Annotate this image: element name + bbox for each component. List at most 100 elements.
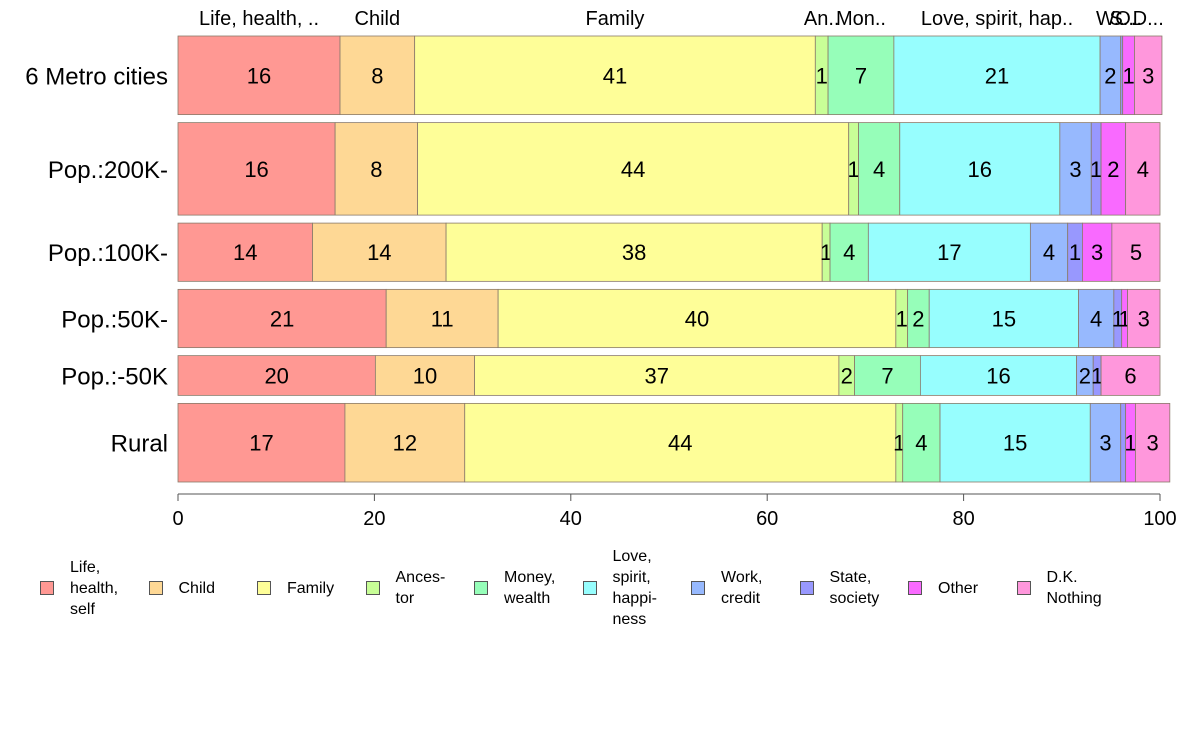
- legend-swatch: [799, 581, 814, 595]
- data-label: 3: [1142, 63, 1154, 88]
- data-label: 44: [668, 431, 692, 456]
- row-label: Rural: [111, 431, 168, 458]
- top-category-label: O..: [1115, 8, 1142, 30]
- bar-segment: [1134, 35, 1163, 116]
- legend-item: Love, spirit, happi- ness: [582, 545, 657, 631]
- data-label: 3: [1069, 157, 1081, 182]
- legend-label: Ances- tor: [395, 569, 446, 607]
- data-label: 4: [1043, 240, 1055, 265]
- bar-segment: [417, 122, 850, 216]
- data-label: 7: [881, 364, 893, 389]
- bar-segment: [177, 288, 387, 349]
- row-label: Pop.:50K-: [61, 306, 168, 333]
- legend-label: Other: [938, 579, 979, 597]
- legend-item: Child: [148, 545, 215, 631]
- data-label: 3: [1099, 431, 1111, 456]
- data-label: 41: [603, 63, 627, 88]
- legend-swatch: [474, 581, 488, 595]
- x-tick-label: 100: [1143, 508, 1176, 530]
- data-label: 38: [622, 240, 646, 265]
- top-category-label: Love, spirit, hap..: [921, 8, 1073, 30]
- data-label: 16: [986, 364, 1010, 389]
- bar-segment: [464, 402, 897, 483]
- data-label: 1: [1112, 306, 1124, 331]
- data-label: 6: [1124, 364, 1136, 389]
- data-label: 10: [413, 364, 437, 389]
- bar-segment: [445, 222, 823, 282]
- legend-item: Money, wealth: [474, 545, 555, 631]
- data-label: 1: [1090, 157, 1102, 182]
- data-label: 16: [968, 157, 992, 182]
- bar-segment: [1082, 222, 1113, 282]
- bar-segment: [854, 355, 921, 396]
- bar-segment: [939, 402, 1091, 483]
- data-label: 40: [685, 306, 709, 331]
- data-label: 3: [1138, 306, 1150, 331]
- legend-item: Family: [257, 545, 334, 631]
- legend-item: D.K. Nothing: [1016, 545, 1102, 631]
- bar-segment: [858, 122, 901, 216]
- bar-segment: [1111, 222, 1161, 282]
- top-category-label: D...: [1133, 8, 1164, 30]
- data-label: 21: [270, 306, 294, 331]
- bar-segment: [474, 355, 840, 396]
- row-label: 6 Metro cities: [25, 63, 168, 90]
- bar-segment: [177, 355, 376, 396]
- data-label: 5: [1130, 240, 1142, 265]
- bar-segment: [344, 402, 466, 483]
- top-category-label: Mon..: [836, 8, 886, 30]
- legend-label: D.K. Nothing: [1046, 569, 1102, 607]
- bar-row: Pop.:50K- 21 11 40 1 2 15 4 11 3: [61, 288, 1161, 349]
- data-label: 2: [1107, 157, 1119, 182]
- mosaic-chart: Life, health, .. Child Family An..Mon.. Love…: [25, 8, 1177, 530]
- legend-label: Money, wealth: [504, 569, 556, 607]
- data-label: 17: [249, 431, 273, 456]
- top-category-label: An..: [804, 8, 840, 30]
- data-label: 1: [820, 240, 832, 265]
- legend-item: Other: [908, 545, 978, 631]
- data-label: 11: [431, 306, 454, 331]
- data-label: 15: [992, 306, 1016, 331]
- bar-segment: [928, 288, 1079, 349]
- legend-swatch: [40, 581, 54, 595]
- bar-segment: [312, 222, 447, 282]
- bar-segment: [414, 35, 816, 116]
- data-label: 1: [847, 157, 859, 182]
- bar-segment: [334, 122, 419, 216]
- bar-row: Rural 17 12 44 1 4 15 3 1 3: [111, 402, 1171, 483]
- data-label: 20: [264, 364, 288, 389]
- data-label: 3: [1091, 240, 1103, 265]
- data-label: 8: [371, 63, 383, 88]
- legend-item: Ances- tor: [365, 545, 446, 631]
- top-category-label: Child: [355, 8, 401, 30]
- bar-row: Pop.:100K- 14 14 38 1 4 17 4 1 3 5: [48, 222, 1161, 282]
- legend-swatch: [908, 581, 922, 595]
- bar-segment: [177, 222, 313, 282]
- legend-swatch: [365, 581, 380, 595]
- x-axis: 0 20 40 60 80 100: [172, 493, 1177, 530]
- data-label: 4: [1090, 306, 1102, 331]
- data-label: 1: [896, 306, 908, 331]
- legend-label: Love, spirit, happi- ness: [612, 548, 657, 628]
- row-label: Pop.:200K-: [48, 157, 168, 184]
- legend-label: Life, health, self: [70, 558, 119, 618]
- data-label: 1: [1124, 431, 1136, 456]
- data-label: 4: [843, 240, 855, 265]
- top-category-label: Family: [586, 8, 645, 30]
- bar-row: 6 Metro cities 16 8 41 1 7 21 2 1 3: [25, 35, 1163, 116]
- legend-label: Child: [178, 579, 215, 597]
- data-label: 1: [1069, 240, 1081, 265]
- legend-label: Family: [287, 579, 335, 597]
- data-label: 17: [937, 240, 961, 265]
- top-category-label: W..: [1096, 8, 1125, 30]
- data-label: 44: [621, 157, 645, 182]
- bar-segment: [1125, 122, 1161, 216]
- data-label: 2: [841, 364, 853, 389]
- data-label: 3: [1147, 431, 1159, 456]
- data-label: 15: [1003, 431, 1027, 456]
- x-tick-label: 60: [756, 508, 778, 530]
- legend-item: Life, health, self: [40, 545, 118, 631]
- data-label: 37: [644, 364, 668, 389]
- legend-label: State, society: [829, 569, 880, 607]
